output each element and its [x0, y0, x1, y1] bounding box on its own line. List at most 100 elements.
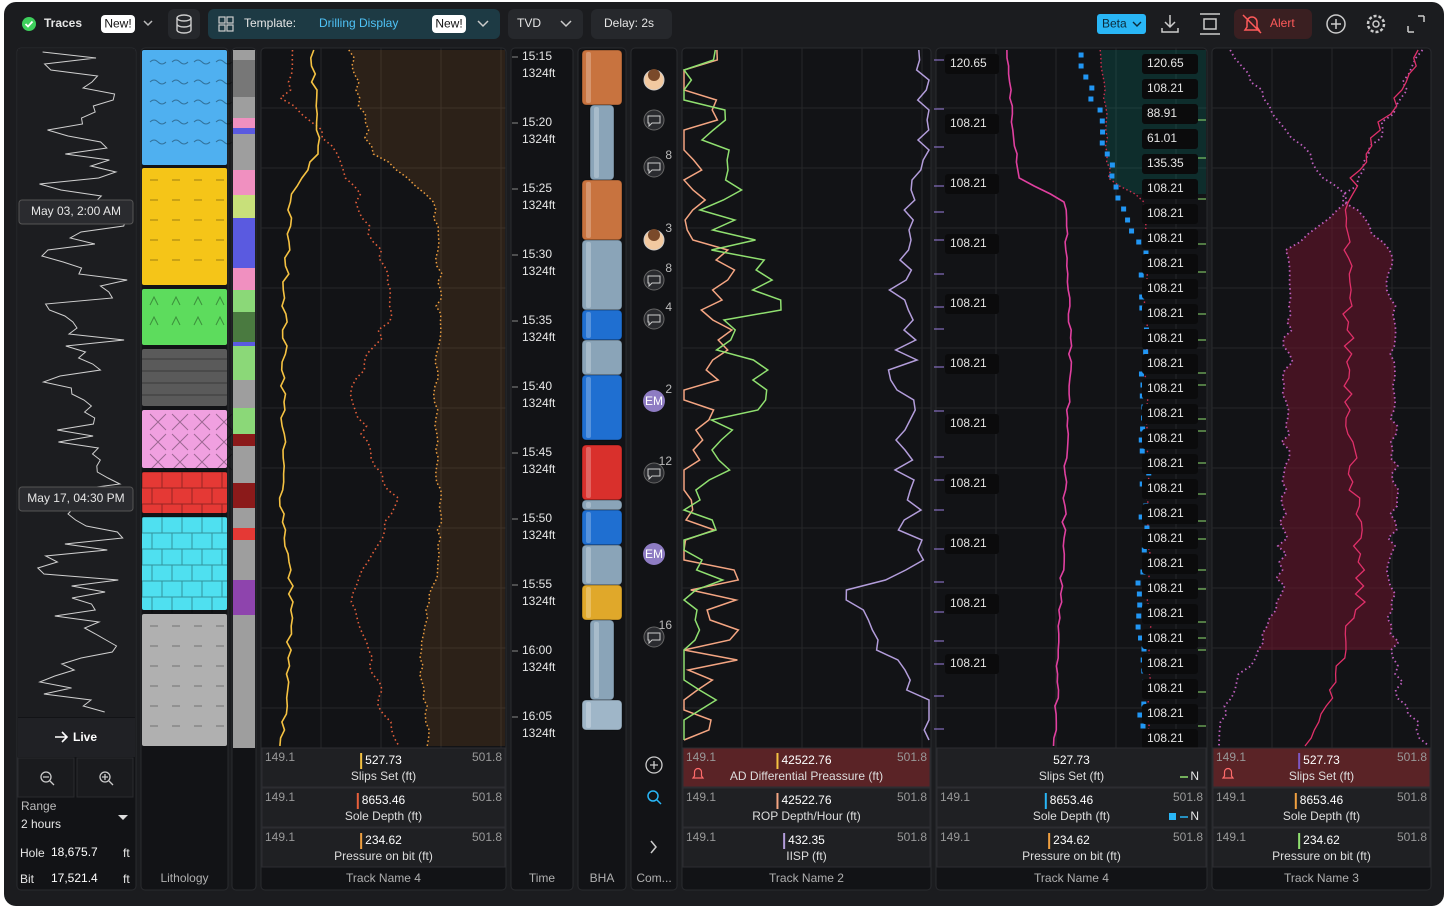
color-strip-segment	[233, 290, 255, 312]
value-label: 108.21	[1147, 731, 1184, 745]
value-label: 108.21	[1147, 531, 1184, 545]
marker	[1138, 437, 1144, 443]
value-label: 61.01	[1147, 131, 1177, 145]
template-label: Template:	[244, 16, 296, 30]
readout-row	[1212, 787, 1431, 828]
time-label: 15:30	[522, 247, 552, 261]
align-icon[interactable]	[1200, 13, 1220, 35]
marker	[1143, 349, 1149, 355]
zoom-button[interactable]	[17, 757, 75, 798]
arrow-icon	[55, 731, 69, 743]
comment-badge: 12	[659, 454, 673, 468]
comment-icon	[643, 109, 665, 131]
readout-row	[682, 827, 931, 868]
readout-row	[682, 787, 931, 828]
depth-label: 108.21	[950, 356, 987, 370]
depth-label: 1324ft	[522, 660, 556, 674]
value-label-box	[1142, 404, 1198, 424]
settings-icon[interactable]	[1366, 14, 1386, 34]
readout-row	[1212, 747, 1431, 788]
depth-label-box	[945, 114, 999, 134]
badge-text: New!	[435, 17, 462, 31]
depth-label: 108.21	[950, 536, 987, 550]
value-label: 108.21	[1147, 406, 1184, 420]
download-icon[interactable]	[1161, 15, 1179, 33]
readout-row	[261, 747, 506, 788]
grid-icon	[218, 16, 226, 24]
marker	[1135, 624, 1141, 630]
status-icon	[22, 17, 36, 31]
value-label: 108.21	[1147, 431, 1184, 445]
depth-label-box	[945, 294, 999, 314]
beta: Beta	[1102, 17, 1127, 31]
depth-mode-button[interactable]	[508, 9, 583, 39]
readout-row	[936, 827, 1207, 868]
depth-label: 108.21	[950, 416, 987, 430]
comment-badge: 4	[665, 300, 672, 314]
readout-max: 501.8	[1173, 830, 1203, 844]
color-strip-segment	[233, 580, 255, 615]
depth-label-box	[945, 474, 999, 494]
curve	[278, 49, 400, 747]
value-label-box	[1142, 129, 1198, 149]
search-icon[interactable]	[647, 790, 659, 802]
color-strip-segment	[233, 218, 255, 268]
value-label-box	[1142, 729, 1198, 749]
comment-badge: 8	[665, 261, 672, 275]
bit-value: 17,521.4	[51, 871, 98, 885]
time-label: 16:00	[522, 643, 552, 657]
readout-min: 149.1	[1216, 790, 1246, 804]
track-name: Track Name 4	[1034, 871, 1109, 885]
marker	[1138, 272, 1144, 278]
value-label: 108.21	[1147, 581, 1184, 595]
color-strip-segment	[233, 446, 255, 483]
beta-button[interactable]	[1097, 14, 1146, 34]
value-label-box	[1142, 54, 1198, 74]
add-icon[interactable]	[1326, 14, 1346, 34]
db-button[interactable]	[168, 9, 200, 39]
marker	[1097, 107, 1103, 113]
zoom-icon	[102, 774, 114, 786]
add-icon	[1331, 19, 1341, 29]
lithology-pattern	[142, 358, 227, 396]
readout-max: 501.8	[472, 790, 502, 804]
expand-chevron[interactable]	[650, 840, 657, 854]
time-label: 15:20	[522, 115, 552, 129]
readout-value: 234.62	[365, 833, 402, 847]
marker	[1141, 547, 1147, 553]
settings-icon	[1372, 20, 1380, 28]
readout-color	[776, 793, 779, 809]
comment-glyph	[647, 115, 661, 128]
lithology-layer	[142, 614, 227, 746]
bha-highlight	[594, 622, 599, 698]
depth-label: 1324ft	[522, 726, 556, 740]
readout-min: 149.1	[265, 750, 295, 764]
badge	[101, 15, 135, 33]
expand-icon[interactable]	[1407, 15, 1425, 33]
depth-label: 1324ft	[522, 462, 556, 476]
template-button[interactable]	[208, 9, 500, 39]
add-comment[interactable]	[645, 756, 663, 774]
value-label-box	[1142, 579, 1198, 599]
comment-glyph	[647, 632, 661, 645]
depth-label-box	[945, 234, 999, 254]
bha-highlight	[586, 587, 591, 618]
depth-label: 108.21	[950, 596, 987, 610]
readout-value: 234.62	[1303, 833, 1340, 847]
bit-unit: ft	[123, 872, 130, 886]
marker	[1113, 184, 1119, 190]
readout-value: 234.62	[1053, 833, 1090, 847]
time-marker-label: May 17, 04:30 PM	[27, 491, 124, 505]
readout-min: 149.1	[686, 790, 716, 804]
comment-badge: 3	[665, 221, 672, 235]
dropdown-icon[interactable]	[118, 815, 128, 820]
readout-row	[936, 747, 1207, 788]
marker	[1129, 228, 1135, 234]
color-strip-segment	[233, 615, 255, 748]
live-button[interactable]	[18, 718, 135, 757]
delay: Delay: 2s	[604, 16, 654, 30]
depth-label: 1324ft	[522, 330, 556, 344]
color-strip-segment	[233, 97, 255, 118]
